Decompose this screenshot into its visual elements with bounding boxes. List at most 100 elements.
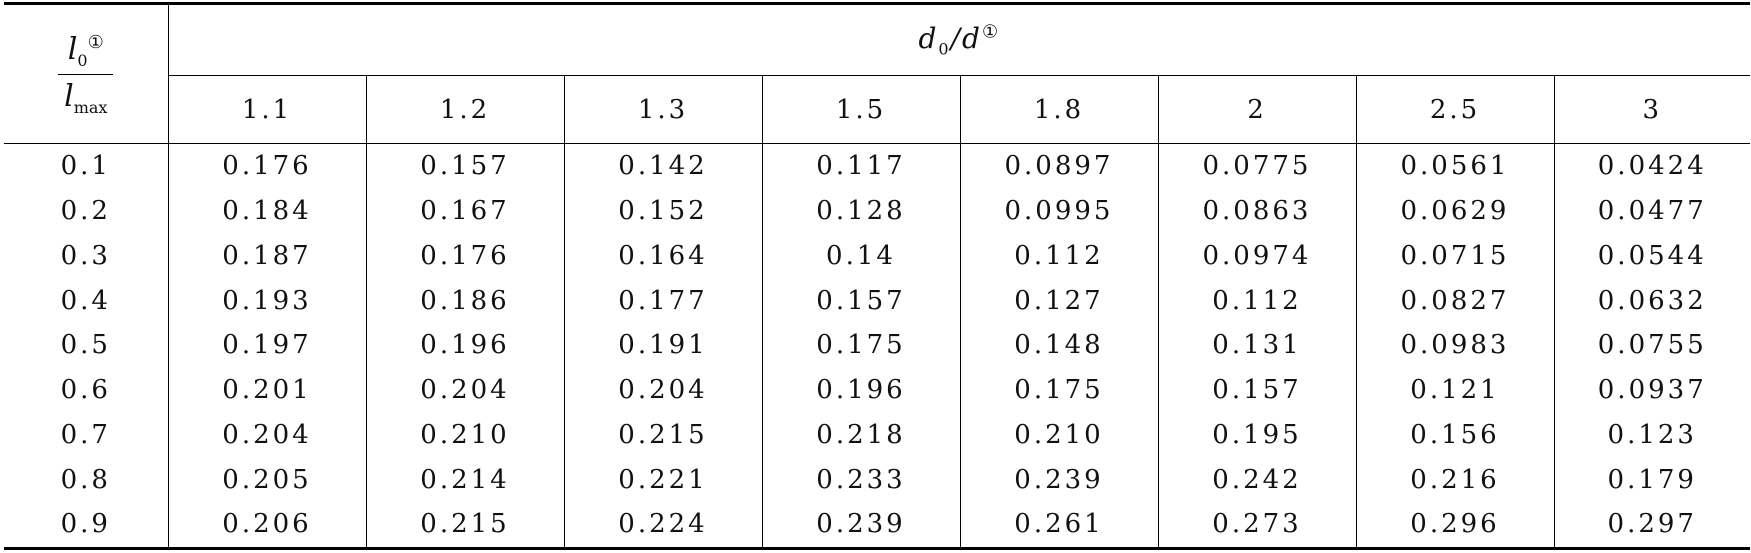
row-label-header: l0① lmax (4, 2, 169, 144)
table-cell: 0.215 (366, 501, 565, 550)
row-label: 0.1 (4, 143, 169, 189)
table-cell: 0.152 (564, 188, 763, 234)
table-cell: 0.184 (168, 188, 367, 234)
diameter-ratio-header: d0/d① (168, 2, 1751, 76)
table-cell: 0.131 (1158, 323, 1357, 368)
table-row: 0.1 0.176 0.157 0.142 0.117 0.0897 0.0775 0.056… (4, 143, 1750, 189)
table-cell: 0.142 (564, 143, 763, 189)
table-cell: 0.206 (168, 501, 367, 550)
table-row: 0.7 0.204 0.210 0.215 0.218 0.210 0.195 0.156 0.… (4, 412, 1750, 458)
table-cell: 0.186 (366, 278, 565, 324)
table-cell: 0.157 (1158, 367, 1357, 413)
table-cell: 0.210 (366, 412, 565, 458)
table-cell: 0.112 (1158, 278, 1357, 324)
table-cell: 0.176 (366, 233, 565, 279)
table-cell: 0.216 (1356, 457, 1555, 502)
table-cell: 0.128 (762, 188, 961, 234)
row-label: 0.2 (4, 188, 169, 234)
table-cell: 0.156 (1356, 412, 1555, 458)
table-cell: 0.261 (960, 501, 1159, 550)
table-row: 0.3 0.187 0.176 0.164 0.14 0.112 0.0974 0.0715 0… (4, 233, 1750, 279)
column-header: 1.5 (762, 75, 961, 144)
fraction-numerator: l0① (58, 32, 114, 75)
table-cell: 0.0561 (1356, 143, 1555, 189)
table-cell: 0.0775 (1158, 143, 1357, 189)
table-cell: 0.121 (1356, 367, 1555, 413)
table-cell: 0.218 (762, 412, 961, 458)
table-cell: 0.0544 (1597, 240, 1707, 271)
table-cell: 0.214 (366, 457, 565, 502)
table-row: 0.9 0.206 0.215 0.224 0.239 0.261 0.273 0.296 0.… (4, 501, 1751, 550)
table-cell: 0.0424 (1597, 151, 1707, 182)
table-cell: 0.233 (762, 457, 961, 502)
table-cell: 0.197 (168, 323, 367, 368)
fraction-denominator: lmax (64, 78, 108, 117)
table-cell: 0.157 (762, 278, 961, 324)
column-header: 1.8 (960, 75, 1159, 144)
table-row: 0.2 0.184 0.167 0.152 0.128 0.0995 0.0863 0.062… (4, 188, 1750, 234)
table-cell: 0.0897 (960, 143, 1159, 189)
table-cell: 0.167 (366, 188, 565, 234)
table-cell: 0.0983 (1356, 323, 1555, 368)
table-cell: 0.187 (168, 233, 367, 279)
table-cell: 0.195 (1158, 412, 1357, 458)
row-label: 0.8 (4, 457, 169, 502)
table-cell: 0.0863 (1158, 188, 1357, 234)
table-cell: 0.191 (564, 323, 763, 368)
table-cell: 0.0632 (1597, 285, 1707, 316)
table-cell: 0.0477 (1597, 196, 1707, 227)
coefficient-table: l0① lmax d0/d① 1.1 1.2 1.3 1.5 1.8 2 2.5 3 0.1 0… (4, 2, 1751, 550)
table-cell: 0.175 (960, 367, 1159, 413)
row-label: 0.5 (4, 323, 169, 368)
table-cell: 0.239 (762, 501, 961, 550)
table-cell: 0.117 (762, 143, 961, 189)
table-cell: 0.0974 (1158, 233, 1357, 279)
table-cell: 0.215 (564, 412, 763, 458)
row-label: 0.7 (4, 412, 169, 458)
table-cell: 0.157 (366, 143, 565, 189)
row-label: 0.6 (4, 367, 169, 413)
table-cell: 0.204 (564, 367, 763, 413)
table-cell: 0.0827 (1356, 278, 1555, 324)
table-cell: 0.14 (762, 233, 961, 279)
table-cell: 0.224 (564, 501, 763, 550)
table-row: 0.4 0.193 0.186 0.177 0.157 0.127 0.112 0.0827 0… (4, 278, 1750, 324)
column-header: 2 (1158, 75, 1357, 144)
column-header-row: 1.1 1.2 1.3 1.5 1.8 2 2.5 3 (4, 75, 1751, 144)
table-cell: 0.242 (1158, 457, 1357, 502)
table-cell: 0.0937 (1597, 375, 1707, 406)
table-cell: 0.201 (168, 367, 367, 413)
table-cell: 0.0715 (1356, 233, 1555, 279)
table-cell: 0.239 (960, 457, 1159, 502)
column-header: 1.2 (366, 75, 565, 144)
table-cell: 0.112 (960, 233, 1159, 279)
table-cell: 0.0995 (960, 188, 1159, 234)
table-cell: 0.205 (168, 457, 367, 502)
table-cell: 0.221 (564, 457, 763, 502)
table-cell: 0.164 (564, 233, 763, 279)
table-body: 0.1 0.176 0.157 0.142 0.117 0.0897 0.0775 0.056… (4, 143, 1751, 550)
row-label: 0.4 (4, 278, 169, 324)
diameter-ratio-label: d0/d① (918, 21, 1001, 59)
table-cell: 0.297 (1554, 501, 1751, 550)
table-row: 0.8 0.205 0.214 0.221 0.233 0.239 0.242 0.216 0.… (4, 457, 1750, 502)
table-cell: 0.179 (1607, 464, 1697, 495)
length-ratio-fraction: l0① lmax (58, 32, 114, 117)
column-header: 2.5 (1356, 75, 1555, 144)
table-cell: 0.193 (168, 278, 367, 324)
column-header: 1.1 (168, 75, 367, 144)
table-cell: 0.210 (960, 412, 1159, 458)
table-cell: 0.204 (168, 412, 367, 458)
row-label: 0.9 (4, 501, 169, 550)
table-cell: 0.0629 (1356, 188, 1555, 234)
table-cell: 0.127 (960, 278, 1159, 324)
table-cell: 0.204 (366, 367, 565, 413)
table-cell: 0.0755 (1597, 330, 1707, 361)
table-row: 0.5 0.197 0.196 0.191 0.175 0.148 0.131 0.0983 0… (4, 323, 1750, 368)
table-cell: 0.273 (1158, 501, 1357, 550)
table-cell: 0.177 (564, 278, 763, 324)
table-cell: 0.148 (960, 323, 1159, 368)
column-header: 1.3 (564, 75, 763, 144)
table-cell: 0.196 (366, 323, 565, 368)
